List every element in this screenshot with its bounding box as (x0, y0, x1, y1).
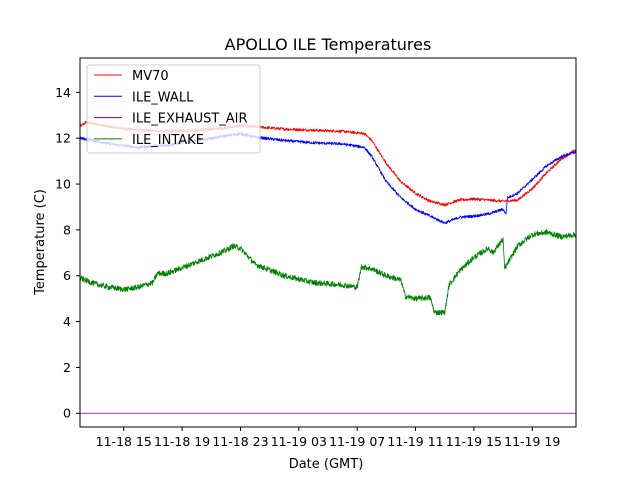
y-tick-label: 8 (63, 222, 71, 237)
legend-label-ile-intake: ILE_INTAKE (132, 133, 204, 148)
series-line-ile-intake (80, 229, 576, 316)
x-tick-label: 11-19 15 (446, 434, 502, 449)
legend-label-ile-wall: ILE_WALL (132, 90, 194, 105)
x-axis: 11-18 15 11-18 19 11-18 23 11-19 03 11-19 07… (96, 427, 560, 449)
legend: MV70 ILE_WALL ILE_EXHAUST_AIR ILE_INTAKE (86, 64, 261, 154)
y-tick-label: 4 (63, 314, 71, 329)
x-tick-label: 11-18 19 (154, 434, 210, 449)
y-tick-label: 12 (55, 131, 71, 146)
x-tick-label: 11-19 07 (329, 434, 385, 449)
chart-title: APOLLO ILE Temperatures (225, 35, 432, 54)
plot-frame (79, 57, 577, 428)
y-axis: 0 2 4 6 8 10 12 14 (55, 85, 80, 421)
y-tick-label: 0 (63, 406, 71, 421)
x-tick-label: 11-19 11 (387, 434, 443, 449)
x-tick-label: 11-19 19 (504, 434, 560, 449)
y-tick-label: 2 (63, 360, 71, 375)
y-axis-label: Temperature (C) (33, 189, 48, 296)
x-tick-label: 11-18 15 (96, 434, 152, 449)
x-axis-label: Date (GMT) (289, 457, 364, 472)
y-tick-label: 10 (55, 177, 71, 192)
legend-label-ile-exhaust-air: ILE_EXHAUST_AIR (132, 112, 248, 127)
legend-label-mv70: MV70 (132, 69, 169, 84)
x-tick-label: 11-18 23 (212, 434, 268, 449)
y-tick-label: 6 (63, 268, 71, 283)
legend-box (86, 64, 261, 154)
x-tick-label: 11-19 03 (271, 434, 327, 449)
y-tick-label: 14 (55, 85, 71, 100)
